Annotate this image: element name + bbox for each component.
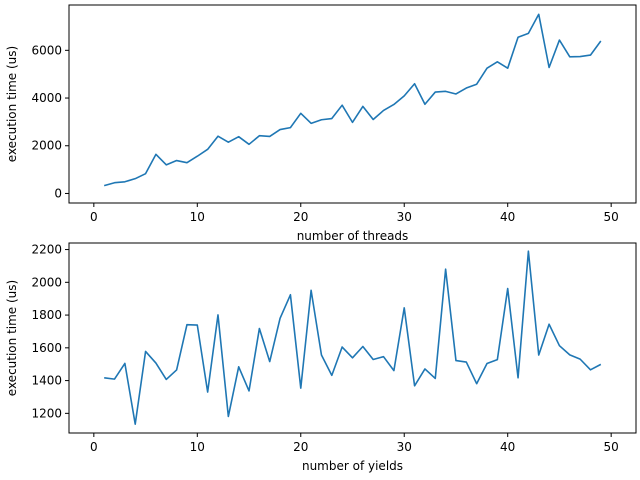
y-tick-label: 1600 (31, 341, 62, 355)
x-axis-label: number of threads (297, 229, 409, 243)
x-axis-label: number of yields (302, 459, 403, 473)
x-tick-label: 50 (604, 440, 619, 454)
series-line (103, 13, 602, 187)
x-tick-label: 30 (397, 210, 412, 224)
x-tick-label: 0 (90, 440, 98, 454)
axes-frame (68, 4, 637, 204)
x-tick-label: 40 (500, 440, 515, 454)
yields-chart: 0 10 20 30 40 50 1200 1400 1600 1800 2000 2200 numbe… (5, 242, 637, 473)
y-tick-label: 0 (54, 186, 62, 200)
series-line (104, 250, 602, 425)
y-tick-label: 1400 (31, 374, 62, 388)
y-tick-label: 1200 (31, 406, 62, 420)
y-tick-label: 2200 (31, 243, 62, 257)
x-tick-label: 20 (293, 440, 308, 454)
y-tick-label: 2000 (31, 139, 62, 153)
y-tick-label: 1800 (31, 308, 62, 322)
y-tick-label: 6000 (31, 43, 62, 57)
axes-frame (68, 242, 637, 434)
threads-chart: 0 10 20 30 40 50 0 2000 4000 6000 number of thread… (5, 4, 637, 243)
y-axis-label: execution time (us) (5, 280, 19, 396)
x-tick-label: 30 (397, 440, 412, 454)
y-tick-label: 4000 (31, 91, 62, 105)
x-tick-label: 40 (500, 210, 515, 224)
y-axis-label: execution time (us) (5, 46, 19, 162)
x-tick-label: 10 (190, 210, 205, 224)
x-tick-label: 0 (90, 210, 98, 224)
x-tick-label: 10 (190, 440, 205, 454)
x-tick-label: 50 (604, 210, 619, 224)
y-tick-label: 2000 (31, 275, 62, 289)
x-tick-label: 20 (293, 210, 308, 224)
